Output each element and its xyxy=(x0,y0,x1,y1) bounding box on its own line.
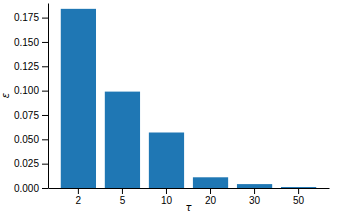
y-tick-label: 0.050 xyxy=(14,134,39,145)
y-tick: 0.075 xyxy=(14,110,48,121)
x-tick-label: 10 xyxy=(161,195,173,206)
x-tick: 5 xyxy=(120,188,126,206)
x-tick-label: 50 xyxy=(293,195,305,206)
bar xyxy=(105,92,140,188)
x-tick-mark xyxy=(166,188,167,194)
x-tick-mark xyxy=(122,188,123,194)
x-tick: 20 xyxy=(205,188,217,206)
x-tick-label: 5 xyxy=(120,195,126,206)
y-tick: 0.150 xyxy=(14,37,48,48)
x-axis-line xyxy=(49,188,330,189)
y-tick: 0.025 xyxy=(14,158,48,169)
x-tick-label: 20 xyxy=(205,195,217,206)
y-tick-mark xyxy=(42,66,48,67)
x-tick-mark xyxy=(298,188,299,194)
bar xyxy=(149,133,184,189)
y-tick-mark xyxy=(42,115,48,116)
y-tick-mark xyxy=(42,139,48,140)
y-tick-mark xyxy=(42,42,48,43)
y-tick-label: 0.150 xyxy=(14,37,39,48)
plot: 2 5 10 20 30 50 0.000 0.025 0.050 0.075 0.100 0.125… xyxy=(14,4,330,207)
x-tick: 2 xyxy=(76,188,82,206)
y-tick: 0.100 xyxy=(14,85,48,96)
y-tick-label: 0.075 xyxy=(14,110,39,121)
y-axis-line xyxy=(48,4,49,189)
y-tick-label: 0.125 xyxy=(14,61,39,72)
bar xyxy=(237,184,272,188)
y-tick-mark xyxy=(42,91,48,92)
y-tick: 0.000 xyxy=(14,183,48,194)
bars xyxy=(61,9,316,188)
chart: 2 5 10 20 30 50 0.000 0.025 0.050 0.075 0.100 0.125… xyxy=(0,0,346,214)
y-tick-mark xyxy=(42,188,48,189)
y-tick-mark xyxy=(42,164,48,165)
y-axis: 0.000 0.025 0.050 0.075 0.100 0.125 0.150 0.175 xyxy=(14,4,49,194)
y-tick: 0.050 xyxy=(14,134,48,145)
x-tick-mark xyxy=(78,188,79,194)
x-tick: 50 xyxy=(293,188,305,206)
x-tick-label: 30 xyxy=(249,195,261,206)
y-tick: 0.175 xyxy=(14,12,48,23)
y-tick-label: 0.175 xyxy=(14,12,39,23)
x-tick: 10 xyxy=(161,188,173,206)
x-tick-mark xyxy=(210,188,211,194)
y-tick-mark xyxy=(42,18,48,19)
y-tick-label: 0.100 xyxy=(14,85,39,96)
x-tick: 30 xyxy=(249,188,261,206)
y-tick-label: 0.025 xyxy=(14,158,39,169)
bar xyxy=(193,177,228,188)
x-tick-mark xyxy=(254,188,255,194)
y-tick: 0.125 xyxy=(14,61,48,72)
y-axis-title: ε xyxy=(0,92,11,98)
x-axis-title: τ xyxy=(185,202,192,213)
bar xyxy=(281,187,316,188)
bar xyxy=(61,9,96,188)
x-tick-label: 2 xyxy=(76,195,82,206)
y-tick-label: 0.000 xyxy=(14,183,39,194)
